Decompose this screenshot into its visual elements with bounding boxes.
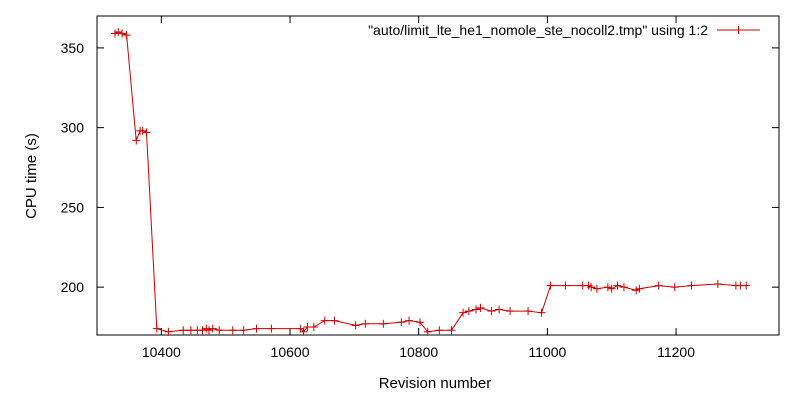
x-axis-title: Revision number: [379, 375, 492, 392]
data-point: [459, 308, 468, 317]
data-point: [524, 307, 533, 316]
data-point: [252, 324, 261, 333]
data-point: [132, 136, 141, 145]
data-point: [267, 324, 276, 333]
data-point: [447, 326, 456, 335]
data-point: [495, 305, 504, 314]
y-tick-label: 300: [61, 120, 85, 136]
x-tick-label: 10800: [399, 344, 438, 360]
data-point: [239, 326, 248, 335]
data-point: [309, 323, 318, 332]
data-point: [546, 281, 555, 290]
data-point: [713, 279, 722, 288]
data-point: [435, 326, 444, 335]
data-point: [111, 29, 120, 38]
data-point: [537, 308, 546, 317]
data-point: [122, 31, 131, 40]
x-tick-label: 10600: [271, 344, 310, 360]
data-point: [561, 281, 570, 290]
x-tick-label: 10400: [142, 344, 181, 360]
data-point: [619, 283, 628, 292]
data-point: [607, 284, 616, 293]
data-point: [464, 307, 473, 316]
data-point: [204, 326, 213, 335]
x-tick-label: 11200: [657, 344, 695, 360]
data-point: [215, 326, 224, 335]
y-tick-label: 250: [61, 199, 85, 215]
data-point: [379, 319, 388, 328]
data-point: [296, 324, 305, 333]
data-point: [471, 305, 480, 314]
data-point: [142, 128, 151, 137]
legend-label: "auto/limit_lte_he1_nomole_ste_nocoll2.t…: [368, 22, 708, 38]
series-line: [114, 31, 747, 333]
data-point: [152, 324, 161, 333]
data-point: [405, 316, 414, 325]
plot-frame: [96, 15, 780, 336]
x-tick-label: 11000: [528, 344, 566, 360]
data-point: [397, 318, 406, 327]
data-point: [613, 281, 622, 290]
data-point: [351, 321, 360, 330]
y-tick-label: 350: [61, 40, 85, 56]
data-point: [114, 27, 123, 36]
data-point: [361, 319, 370, 328]
data-point: [506, 307, 515, 316]
data-point: [742, 281, 751, 290]
data-point: [118, 29, 127, 38]
axis-ticks: 10400 10600 10800 11000 11200 200 250 300 350: [61, 16, 779, 360]
data-point: [587, 283, 596, 292]
data-point: [592, 284, 601, 293]
data-point: [687, 281, 696, 290]
y-tick-label: 200: [61, 279, 85, 295]
data-point: [320, 316, 329, 325]
data-point: [635, 284, 644, 293]
data-point: [138, 126, 147, 135]
data-point: [476, 303, 485, 312]
series-layer: [111, 27, 751, 336]
data-point: [228, 326, 237, 335]
data-point: [164, 327, 173, 336]
data-point: [330, 316, 339, 325]
data-point: [632, 286, 641, 295]
data-point: [179, 326, 188, 335]
data-point: [670, 283, 679, 292]
data-point: [487, 307, 496, 316]
data-point: [423, 327, 432, 336]
legend: "auto/limit_lte_he1_nomole_ste_nocoll2.t…: [368, 22, 760, 38]
data-point: [299, 327, 308, 336]
data-point: [654, 281, 663, 290]
data-point: [603, 283, 612, 292]
legend-line-sample: [717, 26, 760, 34]
data-point: [415, 318, 424, 327]
y-axis-title: CPU time (s): [23, 133, 40, 219]
data-point: [208, 324, 217, 333]
